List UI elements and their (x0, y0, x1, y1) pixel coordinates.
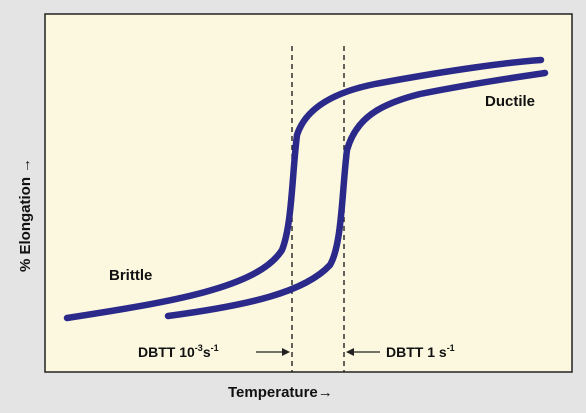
dbtt-high-label: DBTT 1 s-1 (386, 343, 455, 360)
dbtt-low-exponent-1: -3 (195, 343, 203, 353)
dbtt-low-exponent-2: -1 (211, 343, 219, 353)
curve-high-strain-rate (164, 69, 549, 320)
brittle-label: Brittle (109, 267, 152, 284)
dbtt-low-label: DBTT 10-3s-1 (138, 343, 219, 360)
y-axis-label: % Elongation → (17, 158, 34, 272)
x-axis-label: Temperature→ (228, 384, 333, 401)
right-arrow-icon (256, 348, 290, 356)
x-axis-arrow-icon: → (318, 384, 333, 401)
left-arrow-icon (346, 348, 380, 356)
plot-panel (44, 13, 573, 373)
y-axis-title: % Elongation (17, 177, 34, 272)
ductile-label: Ductile (485, 93, 535, 110)
dbtt-high-prefix: DBTT 1 s (386, 344, 447, 360)
dbtt-low-unit: s (203, 344, 211, 360)
dbtt-low-prefix: DBTT 10 (138, 344, 195, 360)
curve-low-strain-rate (63, 56, 545, 322)
dbtt-high-exponent: -1 (447, 343, 455, 353)
x-axis-title: Temperature (228, 384, 318, 401)
y-axis-arrow-icon: → (17, 158, 34, 173)
